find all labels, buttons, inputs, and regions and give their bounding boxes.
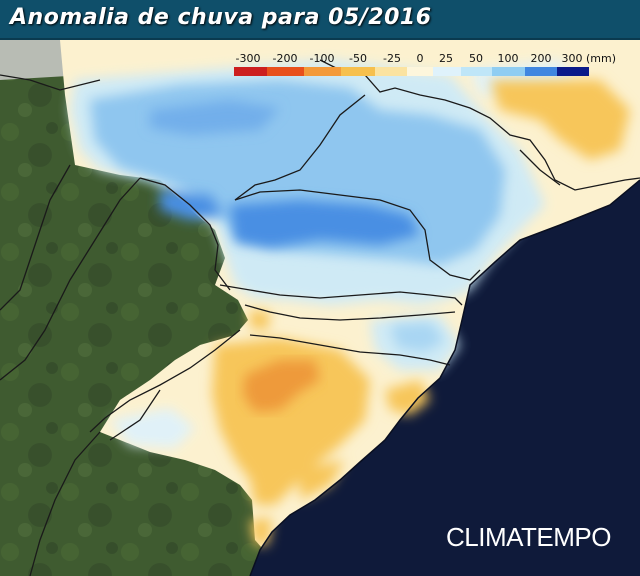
map-title: Anomalia de chuva para 05/2016	[10, 5, 432, 30]
legend-label: -100	[309, 52, 335, 65]
legend-label: 50	[469, 52, 483, 65]
title-bar: Anomalia de chuva para 05/2016	[0, 0, 640, 40]
climatempo-logo: CLIMATEMPO	[446, 522, 611, 552]
legend-label: 0	[416, 52, 424, 65]
legend-label: -200	[272, 52, 298, 65]
legend-label: -300	[235, 52, 261, 65]
legend-label: -50	[349, 52, 367, 65]
coastline	[249, 179, 640, 576]
color-legend: -300 -200 -100 -50 -25 0 25 50 100 200 3…	[230, 52, 620, 82]
legend-label: 100	[497, 52, 519, 65]
legend-swatch	[267, 67, 304, 76]
legend-label: 200	[530, 52, 552, 65]
legend-swatch	[407, 67, 433, 76]
strong-orange-anomaly	[243, 360, 320, 412]
legend-swatch	[304, 67, 341, 76]
legend-label: -25	[383, 52, 401, 65]
legend-swatch	[557, 67, 589, 76]
legend-swatch	[234, 67, 267, 76]
legend-swatch	[433, 67, 461, 76]
state-borders	[0, 59, 640, 576]
legend-swatch	[492, 67, 525, 76]
legend-swatch	[525, 67, 557, 76]
legend-swatch	[461, 67, 492, 76]
legend-swatch	[341, 67, 375, 76]
legend-label: 25	[439, 52, 453, 65]
legend-label: 300	[561, 52, 583, 65]
legend-swatch	[375, 67, 407, 76]
blue-anomaly	[150, 100, 420, 248]
legend-unit: (mm)	[586, 52, 617, 65]
